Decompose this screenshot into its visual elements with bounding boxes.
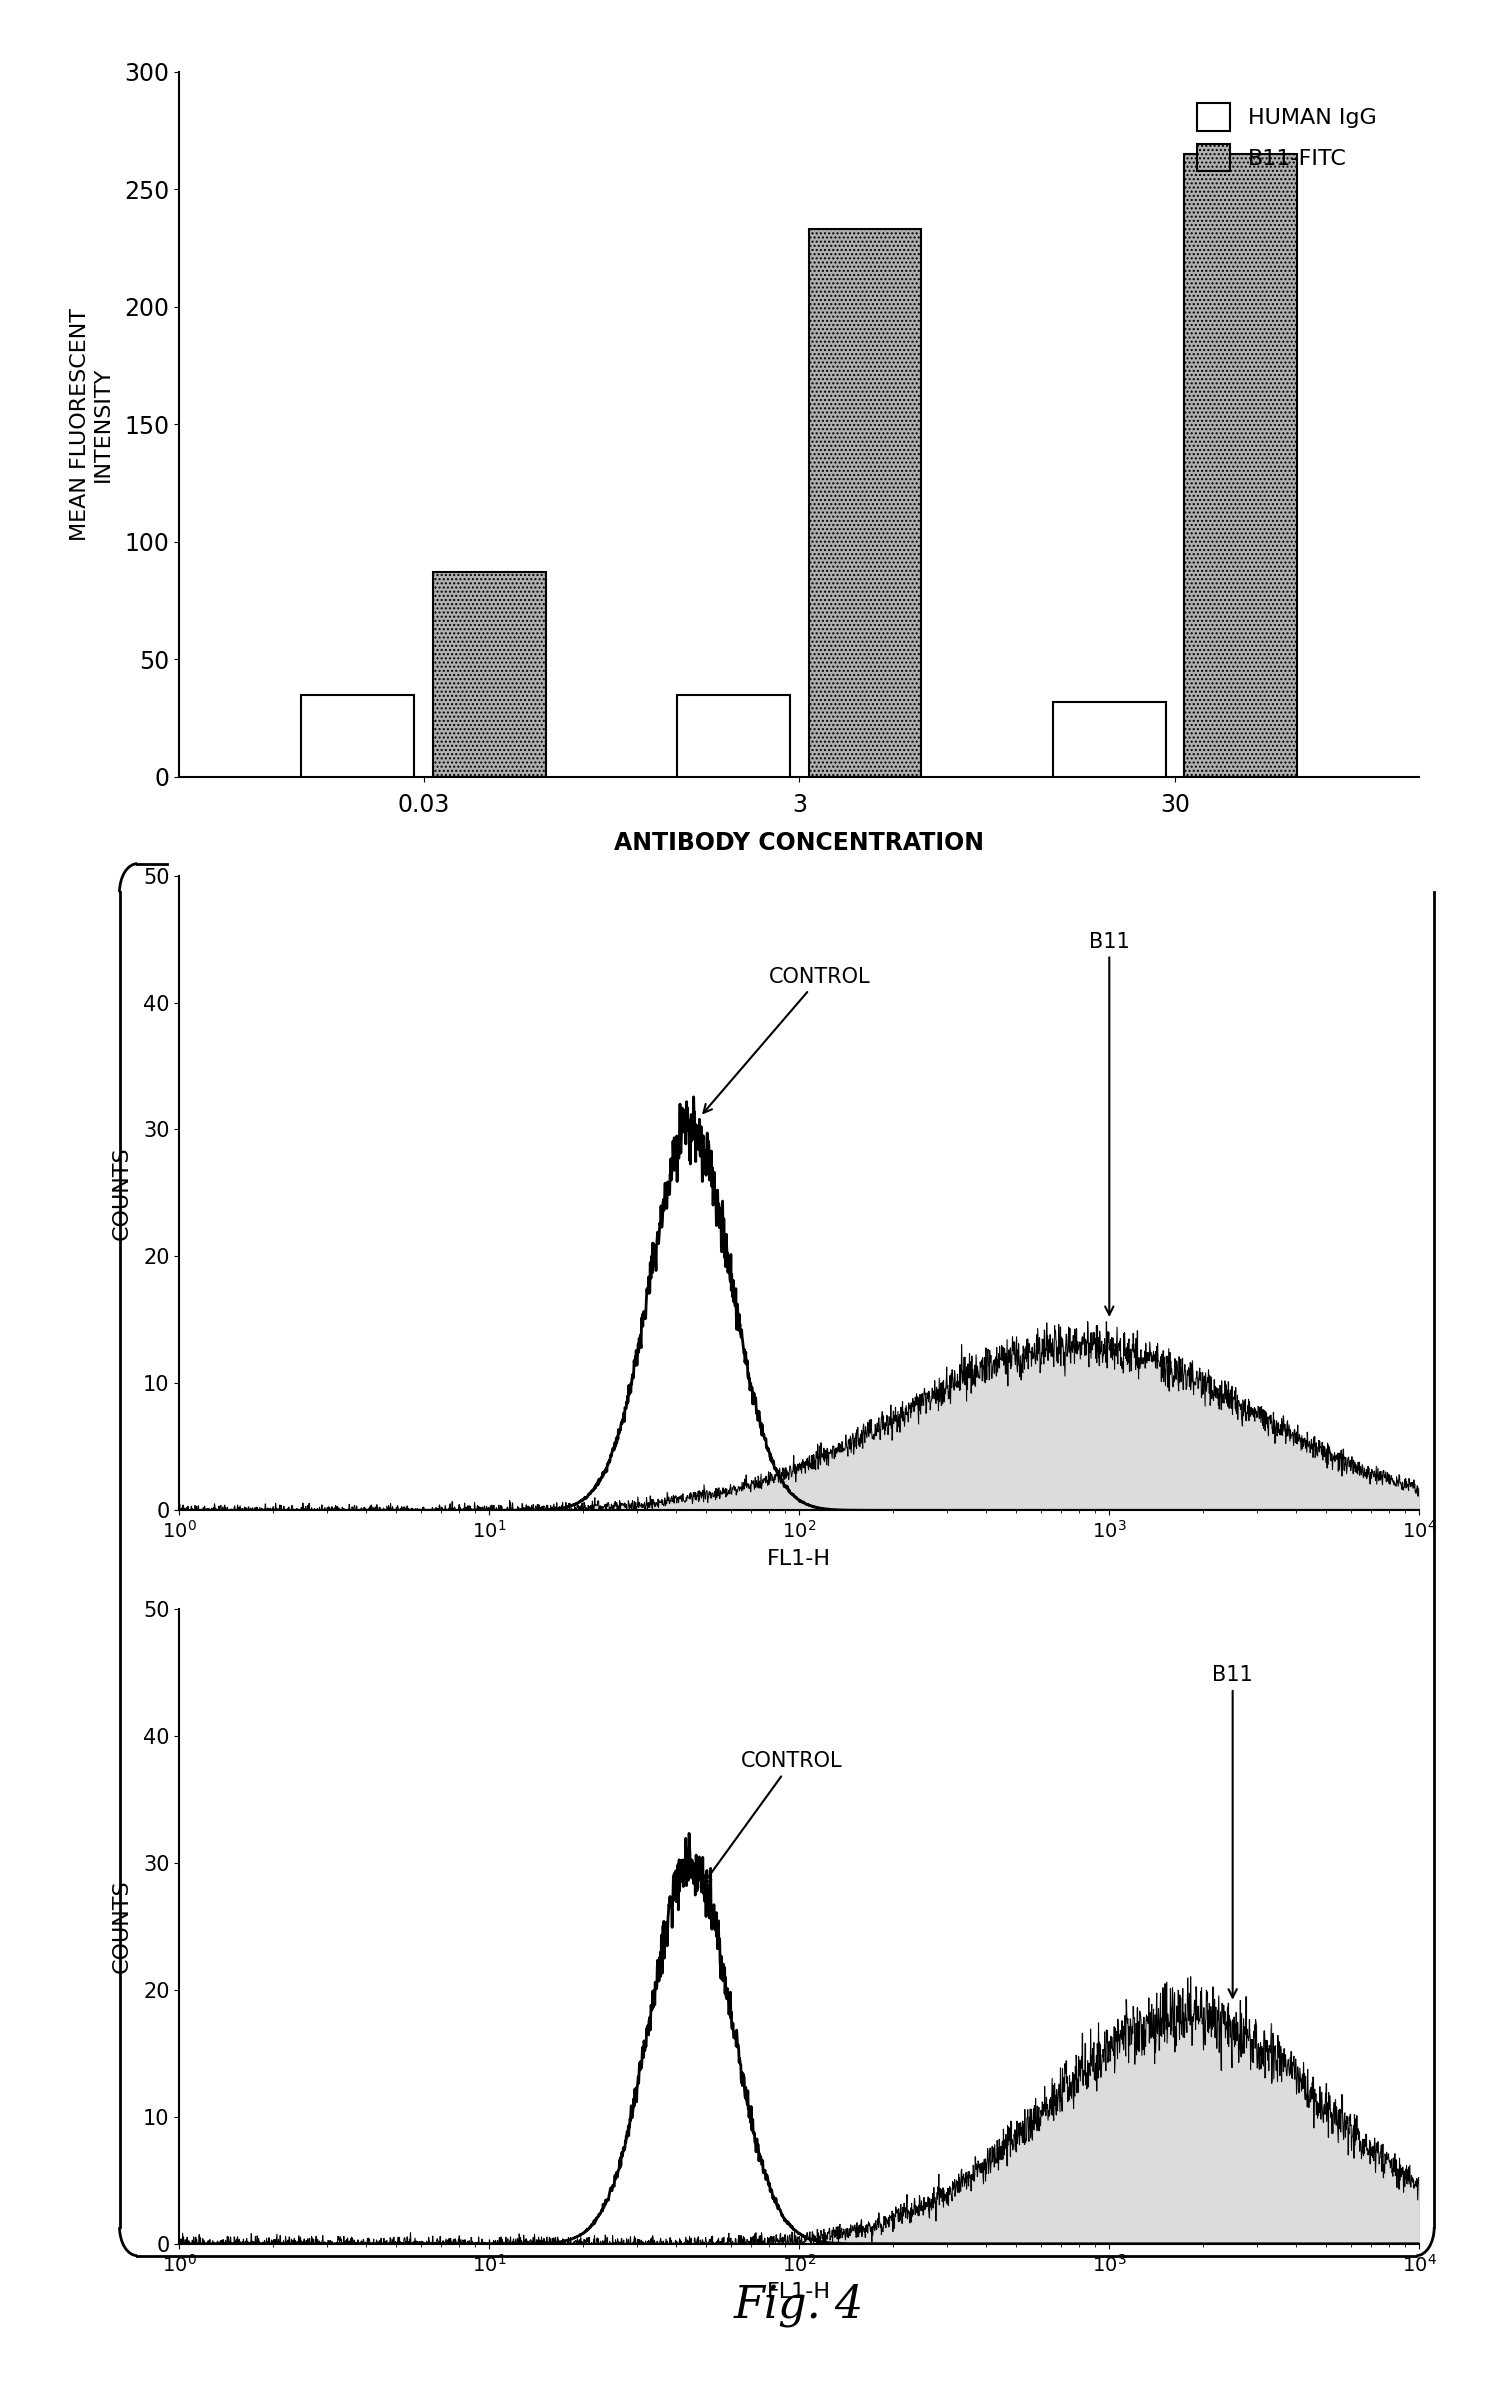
Bar — [1053, 702, 1165, 776]
Bar — [302, 695, 414, 776]
Bar — [677, 695, 790, 776]
Y-axis label: MEAN FLUORESCENT
INTENSITY: MEAN FLUORESCENT INTENSITY — [70, 308, 114, 542]
Bar — [1185, 153, 1297, 776]
X-axis label: ANTIBODY CONCENTRATION: ANTIBODY CONCENTRATION — [614, 831, 985, 855]
Bar — [433, 573, 545, 776]
X-axis label: FL1-H: FL1-H — [768, 2282, 831, 2303]
Text: Fig. 3: Fig. 3 — [738, 931, 861, 974]
Text: Fig. 4: Fig. 4 — [734, 2284, 865, 2327]
Y-axis label: COUNTS: COUNTS — [112, 1879, 131, 1974]
Y-axis label: COUNTS: COUNTS — [112, 1146, 131, 1239]
Legend: HUMAN IgG, B11-FITC: HUMAN IgG, B11-FITC — [1191, 98, 1383, 177]
Text: CONTROL: CONTROL — [704, 1752, 843, 1883]
Text: CONTROL: CONTROL — [704, 967, 871, 1112]
X-axis label: FL1-H: FL1-H — [768, 1549, 831, 1568]
Bar — [808, 229, 922, 776]
Text: B11: B11 — [1212, 1666, 1253, 1998]
Text: B11: B11 — [1089, 931, 1129, 1315]
